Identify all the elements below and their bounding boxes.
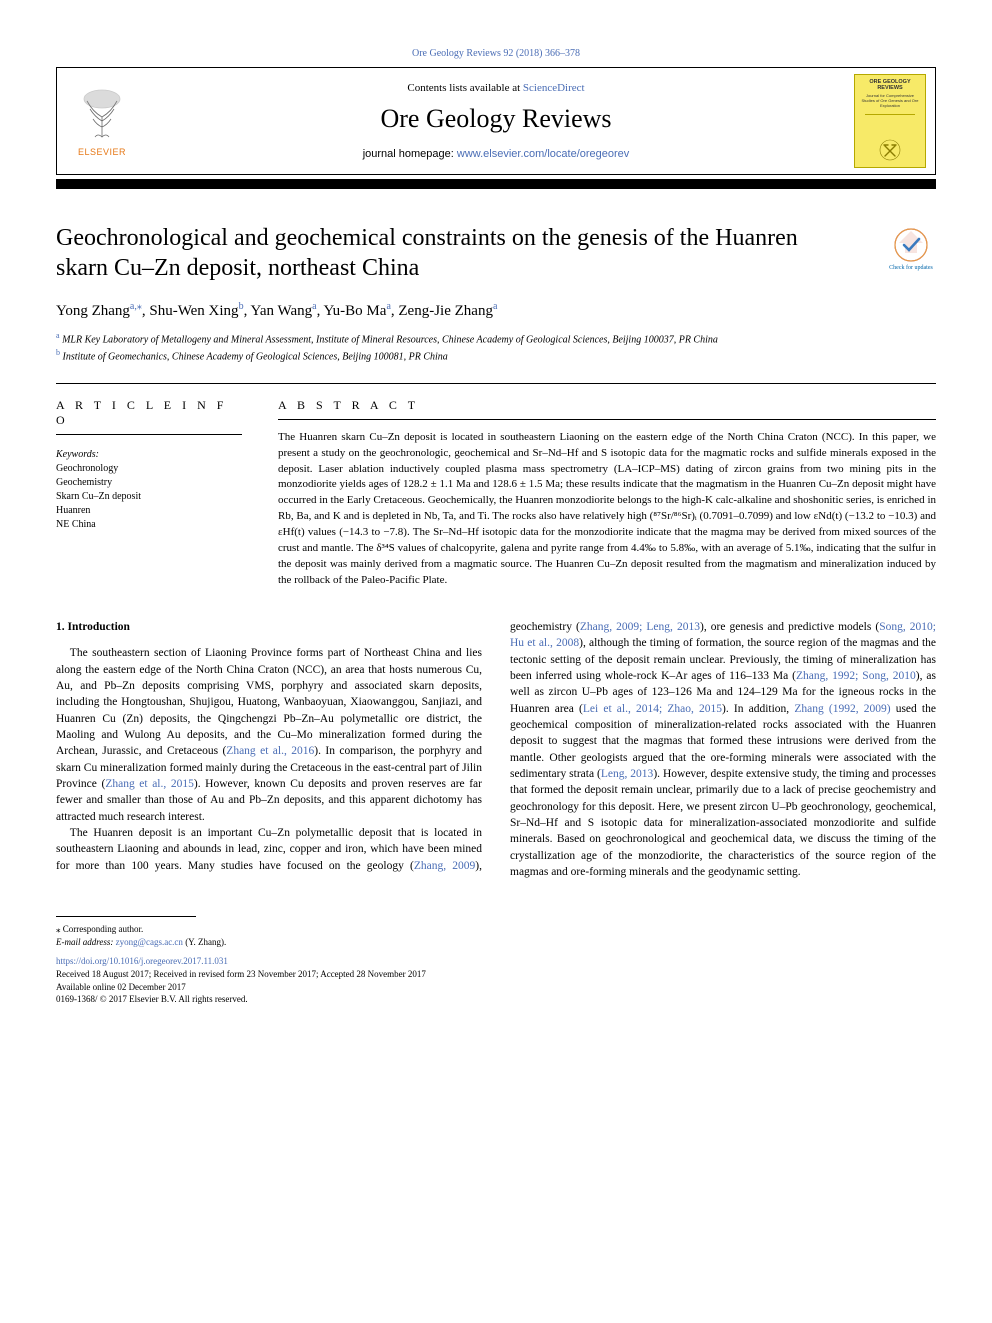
keyword: Geochronology bbox=[56, 462, 242, 476]
cover-subtitle: Journal for Comprehensive Studies of Ore… bbox=[859, 93, 921, 108]
citation-link[interactable]: Zhang (1992, 2009) bbox=[794, 703, 890, 715]
journal-title: Ore Geology Reviews bbox=[157, 104, 835, 134]
cover-thumbnail: ORE GEOLOGY REVIEWS Journal for Comprehe… bbox=[854, 74, 926, 168]
email-link[interactable]: zyong@cags.ac.cn bbox=[116, 937, 183, 947]
sciencedirect-link[interactable]: ScienceDirect bbox=[523, 82, 585, 94]
author: Zeng-Jie Zhanga bbox=[398, 303, 497, 319]
affiliation-b: Institute of Geomechanics, Chinese Acade… bbox=[63, 352, 448, 363]
journal-header: ELSEVIER Contents lists available at Sci… bbox=[56, 67, 936, 175]
article-info-label: A R T I C L E I N F O bbox=[56, 398, 242, 435]
contents-prefix: Contents lists available at bbox=[407, 82, 522, 94]
keywords-header: Keywords: bbox=[56, 449, 242, 460]
cover-title: ORE GEOLOGY REVIEWS bbox=[859, 79, 921, 91]
author: Shu-Wen Xingb bbox=[149, 303, 243, 319]
abstract-text: The Huanren skarn Cu–Zn deposit is locat… bbox=[278, 430, 936, 589]
corr-label: ⁎ Corresponding author. bbox=[56, 923, 936, 936]
journal-homepage-link[interactable]: www.elsevier.com/locate/oregeorev bbox=[457, 148, 629, 160]
article-info-block: A R T I C L E I N F O Keywords: Geochron… bbox=[56, 398, 242, 589]
elsevier-tree-icon bbox=[71, 85, 133, 147]
citation-link[interactable]: Zhang, 2009; Leng, 2013 bbox=[580, 621, 700, 633]
homepage-prefix: journal homepage: bbox=[363, 148, 457, 160]
keyword: Skarn Cu–Zn deposit bbox=[56, 490, 242, 504]
keywords-list: Geochronology Geochemistry Skarn Cu–Zn d… bbox=[56, 462, 242, 532]
copyright-line: 0169-1368/ © 2017 Elsevier B.V. All righ… bbox=[56, 993, 936, 1005]
keyword: NE China bbox=[56, 518, 242, 532]
citation-link[interactable]: Lei et al., 2014; Zhao, 2015 bbox=[583, 703, 722, 715]
publisher-logo: ELSEVIER bbox=[57, 68, 147, 174]
header-rule bbox=[56, 179, 936, 189]
check-for-updates-badge[interactable]: Check for updates bbox=[886, 227, 936, 277]
abstract-label: A B S T R A C T bbox=[278, 398, 936, 420]
author: Yong Zhanga,⁎ bbox=[56, 303, 142, 319]
doi-link[interactable]: https://doi.org/10.1016/j.oregeorev.2017… bbox=[56, 956, 936, 966]
running-head: Ore Geology Reviews 92 (2018) 366–378 bbox=[56, 48, 936, 59]
keyword: Geochemistry bbox=[56, 476, 242, 490]
article-history: Received 18 August 2017; Received in rev… bbox=[56, 968, 936, 1004]
abstract-block: A B S T R A C T The Huanren skarn Cu–Zn … bbox=[278, 398, 936, 589]
corresponding-author-note: ⁎ Corresponding author. E-mail address: … bbox=[56, 923, 936, 948]
history-dates: Received 18 August 2017; Received in rev… bbox=[56, 968, 936, 980]
body-text: 1. Introduction The southeastern section… bbox=[56, 619, 936, 880]
contents-lists-line: Contents lists available at ScienceDirec… bbox=[157, 82, 835, 94]
online-date: Available online 02 December 2017 bbox=[56, 981, 936, 993]
keyword: Huanren bbox=[56, 504, 242, 518]
affiliations: a MLR Key Laboratory of Metallogeny and … bbox=[56, 330, 936, 365]
email-label: E-mail address: bbox=[56, 937, 116, 947]
citation-link[interactable]: Leng, 2013 bbox=[601, 768, 653, 780]
email-author: (Y. Zhang). bbox=[183, 937, 226, 947]
check-updates-label: Check for updates bbox=[889, 265, 933, 271]
citation-link[interactable]: Zhang, 1992; Song, 2010 bbox=[796, 670, 916, 682]
citation-link[interactable]: Zhang et al., 2015 bbox=[105, 778, 194, 790]
article-title: Geochronological and geochemical constra… bbox=[56, 223, 836, 283]
footnote-rule bbox=[56, 916, 196, 917]
author: Yu-Bo Maa bbox=[324, 303, 391, 319]
publisher-name: ELSEVIER bbox=[78, 147, 126, 157]
author-list: Yong Zhanga,⁎, Shu-Wen Xingb, Yan Wanga,… bbox=[56, 301, 936, 320]
citation-link[interactable]: Zhang et al., 2016 bbox=[226, 745, 314, 757]
section-heading: 1. Introduction bbox=[56, 619, 482, 635]
hammer-pick-icon bbox=[879, 139, 901, 163]
citation-link[interactable]: Zhang, 2009 bbox=[414, 860, 475, 872]
author: Yan Wanga bbox=[251, 303, 317, 319]
paragraph: The southeastern section of Liaoning Pro… bbox=[56, 645, 482, 825]
affiliation-a: MLR Key Laboratory of Metallogeny and Mi… bbox=[62, 334, 718, 345]
journal-cover: ORE GEOLOGY REVIEWS Journal for Comprehe… bbox=[845, 68, 935, 174]
journal-homepage-line: journal homepage: www.elsevier.com/locat… bbox=[157, 148, 835, 160]
